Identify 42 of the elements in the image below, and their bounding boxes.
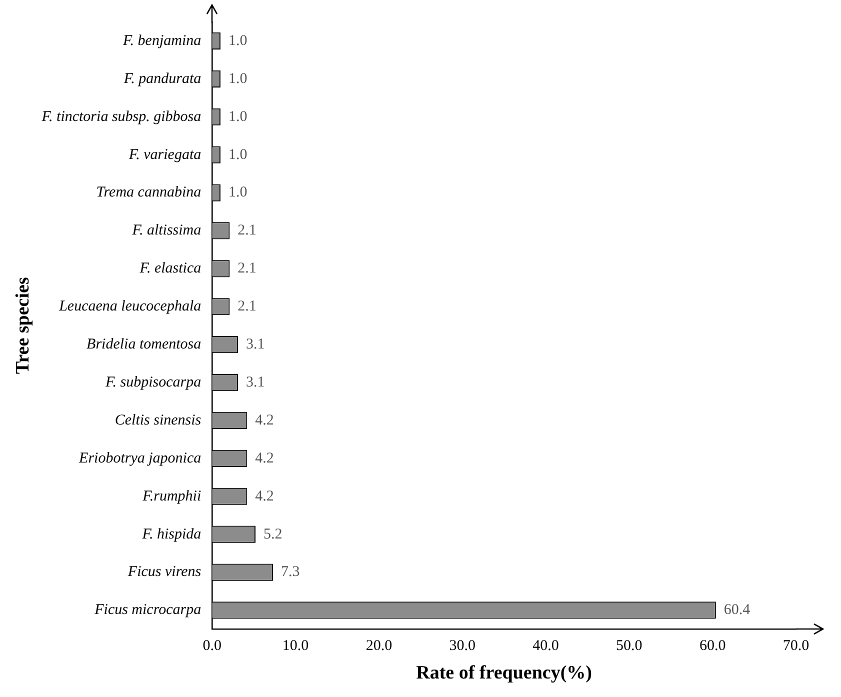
data-label: 1.0	[228, 184, 248, 201]
data-label: 7.3	[281, 564, 300, 580]
y-tick-label: Celtis sinensis	[114, 412, 202, 428]
x-tick-label: 20.0	[366, 638, 392, 654]
data-label: 2.1	[238, 298, 256, 315]
data-label: 2.1	[238, 222, 256, 239]
y-tick-label: Ficus virens	[126, 564, 202, 580]
data-label: 3.1	[246, 374, 265, 390]
y-tick-label: Trema cannabina	[96, 184, 202, 201]
x-tick-label: 0.0	[202, 638, 222, 654]
data-label: 60.4	[724, 602, 751, 618]
data-label: 5.2	[263, 526, 282, 542]
data-label: 1.0	[228, 32, 248, 49]
y-tick-label: F. elastica	[138, 260, 202, 277]
y-axis-title: Tree species	[12, 277, 34, 374]
data-label: 1.0	[228, 108, 248, 125]
y-tick-label: F. variegata	[128, 146, 202, 163]
y-tick-label: F. altissima	[131, 222, 202, 239]
x-tick-label: 30.0	[449, 638, 476, 654]
data-label: 4.2	[255, 488, 274, 504]
y-tick-label: F. subpisocarpa	[104, 374, 202, 390]
x-tick-label: 40.0	[532, 638, 559, 654]
x-axis-title: Rate of frequency(%)	[416, 662, 592, 684]
data-label: 3.1	[246, 336, 265, 353]
y-tick-label: F. benjamina	[122, 32, 202, 49]
y-tick-label: F.rumphii	[142, 488, 202, 504]
data-label: 1.0	[228, 146, 248, 163]
y-tick-label: F. hispida	[141, 526, 202, 542]
x-tick-label: 60.0	[699, 638, 726, 654]
data-label: 2.1	[238, 260, 256, 277]
y-tick-label: F. pandurata	[122, 70, 202, 87]
x-tick-label: 50.0	[616, 638, 642, 654]
data-label: 1.0	[228, 70, 248, 87]
y-tick-label: F. tinctoria subsp. gibbosa	[40, 108, 202, 125]
x-tick-label: 10.0	[282, 638, 309, 654]
y-tick-label: Bridelia tomentosa	[86, 336, 202, 353]
y-tick-label: Ficus microcarpa	[94, 602, 202, 618]
y-tick-label: Eriobotrya japonica	[78, 450, 202, 466]
x-tick-label: 70.0	[782, 638, 810, 654]
data-label: 4.2	[255, 450, 274, 466]
y-tick-label: Leucaena leucocephala	[58, 298, 202, 315]
data-label: 4.2	[255, 412, 274, 428]
